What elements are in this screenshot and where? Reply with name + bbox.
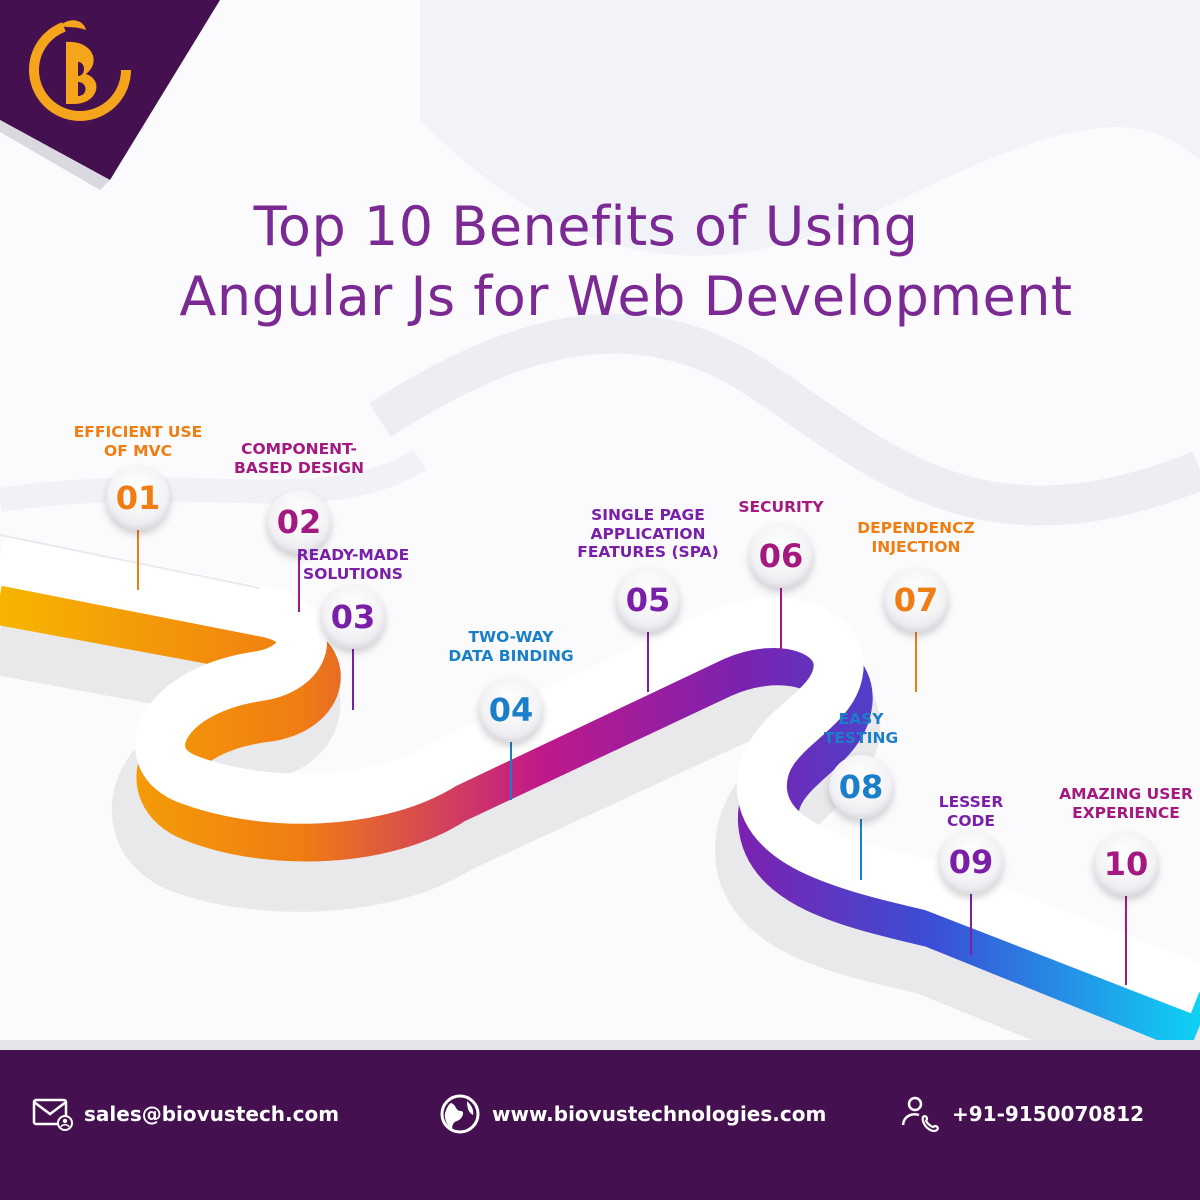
phone-user-icon — [898, 1092, 942, 1136]
benefit-stem — [298, 550, 300, 612]
benefit-label: DEPENDENCZ INJECTION — [816, 519, 1016, 556]
mail-icon — [30, 1092, 74, 1136]
benefit-label-line: BASED DESIGN — [234, 458, 364, 477]
benefit-label-line: DATA BINDING — [448, 646, 574, 665]
phone-text[interactable]: +91-9150070812 — [952, 1102, 1145, 1126]
benefit-label-line: TESTING — [823, 728, 899, 747]
benefit-number-badge: 08 — [829, 755, 893, 819]
benefit-label-line: SINGLE PAGE — [591, 506, 705, 524]
website-text[interactable]: www.biovustechnologies.com — [492, 1102, 827, 1126]
benefit-number-badge: 05 — [616, 568, 680, 632]
benefit-number-badge: 01 — [106, 466, 170, 530]
benefit-label-line: SOLUTIONS — [303, 564, 403, 583]
footer — [0, 1050, 1200, 1200]
benefit-label-line: SECURITY — [738, 498, 824, 516]
benefit-label-line: TWO-WAY — [468, 628, 554, 646]
benefit-label-line: COMPONENT- — [241, 440, 357, 458]
benefit-stem — [915, 628, 917, 692]
benefit-stem — [860, 815, 862, 880]
benefit-label-line: CODE — [946, 811, 995, 830]
benefit-label: LESSER CODE — [871, 793, 1071, 830]
email-text[interactable]: sales@biovustech.com — [84, 1102, 340, 1126]
benefit-label: SINGLE PAGE APPLICATION FEATURES (SPA) — [548, 506, 748, 562]
benefit-stem — [137, 526, 139, 590]
benefit-label-line: AMAZING USER — [1059, 785, 1193, 803]
benefit-label: AMAZING USER EXPERIENCE — [1026, 785, 1200, 822]
benefit-label: EASY TESTING — [761, 710, 961, 747]
benefit-stem — [1125, 892, 1127, 985]
benefit-label-line: READY-MADE — [296, 546, 410, 564]
globe-icon — [438, 1092, 482, 1136]
website-contact[interactable]: www.biovustechnologies.com — [438, 1092, 826, 1136]
benefit-stem — [647, 628, 649, 692]
brand-corner — [0, 0, 220, 180]
page-title-line-1: Top 10 Benefits of Using — [253, 195, 919, 258]
benefit-label-line: OF MVC — [104, 441, 172, 460]
benefit-label-line: APPLICATION — [590, 524, 706, 543]
benefit-number-badge: 06 — [749, 524, 813, 588]
benefit-label: READY-MADE SOLUTIONS — [253, 546, 453, 583]
email-contact[interactable]: sales@biovustech.com — [30, 1092, 339, 1136]
benefit-number-badge: 07 — [884, 568, 948, 632]
benefit-label-line: EXPERIENCE — [1072, 803, 1180, 822]
benefit-stem — [970, 890, 972, 955]
benefit-number-badge: 10 — [1094, 832, 1158, 896]
biovus-logo-icon — [29, 19, 131, 121]
benefit-number-badge: 03 — [321, 585, 385, 649]
footer-divider — [0, 1040, 1200, 1050]
benefit-number-badge: 02 — [267, 490, 331, 554]
benefit-label-line: EASY — [838, 710, 884, 728]
benefit-label: COMPONENT- BASED DESIGN — [199, 440, 399, 477]
benefit-label: TWO-WAY DATA BINDING — [411, 628, 611, 665]
page-title-line-2: Angular Js for Web Development — [179, 265, 1073, 328]
benefit-number-badge: 09 — [939, 830, 1003, 894]
phone-contact[interactable]: +91-9150070812 — [898, 1092, 1144, 1136]
benefit-stem — [780, 584, 782, 650]
benefit-label-line: FEATURES (SPA) — [577, 543, 719, 562]
benefit-label-line: EFFICIENT USE — [73, 423, 203, 441]
benefit-stem — [510, 738, 512, 800]
benefit-label: EFFICIENT USE OF MVC — [38, 423, 238, 460]
benefit-label-line: DEPENDENCZ — [857, 519, 975, 537]
benefit-label-line: LESSER — [938, 793, 1004, 811]
benefit-number-badge: 04 — [479, 678, 543, 742]
benefit-stem — [352, 645, 354, 710]
benefit-label-line: INJECTION — [871, 537, 961, 556]
benefit-label: SECURITY — [681, 498, 881, 517]
